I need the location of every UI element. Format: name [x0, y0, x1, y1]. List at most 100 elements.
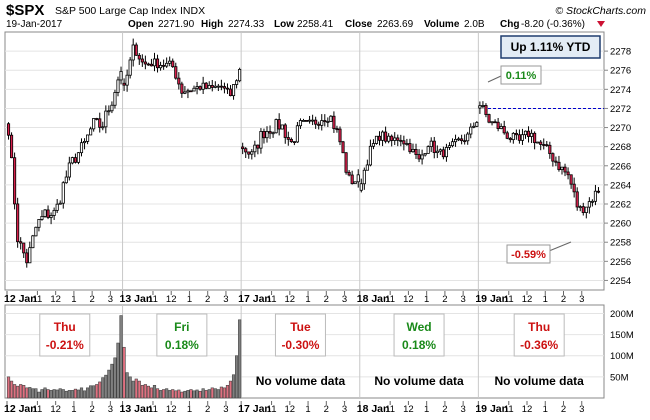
volume-bar	[13, 384, 17, 399]
candle-body	[557, 161, 561, 171]
candle-body	[256, 144, 260, 149]
low-value: 2258.41	[297, 19, 334, 30]
volume-bar	[162, 389, 166, 399]
high-label: High	[201, 19, 223, 30]
day-change-percent: -0.30%	[281, 338, 319, 352]
candle-body	[411, 148, 415, 153]
day-change-box	[274, 313, 326, 357]
candle-body	[311, 119, 315, 122]
volume-bar	[86, 387, 90, 399]
candle-body	[101, 126, 105, 129]
volume-bar	[19, 384, 23, 399]
x-hour-label: 11	[385, 404, 395, 415]
volume-bar	[235, 355, 239, 399]
down-arrow-icon	[597, 21, 605, 27]
price-y-tick-label: 2260	[610, 219, 631, 230]
open-label: Open	[128, 19, 154, 30]
volume-bar	[210, 387, 214, 399]
candlestick-series	[6, 38, 601, 268]
candle-body	[365, 164, 369, 171]
candle-body	[28, 247, 32, 264]
candle-body	[466, 133, 470, 142]
close-label: Close	[345, 19, 373, 30]
price-y-tick-label: 2272	[610, 104, 631, 115]
x-hour-label: 11	[148, 294, 158, 305]
candle-body	[356, 174, 360, 183]
candle-body	[536, 141, 540, 144]
candle-body	[314, 119, 318, 125]
x-hour-label: 12	[403, 404, 414, 415]
candle-body	[578, 206, 582, 209]
candle-body	[381, 131, 385, 141]
volume-bar	[16, 385, 20, 399]
volume-bar	[34, 388, 38, 399]
volume-value: 2.0B	[464, 19, 485, 30]
candle-body	[393, 137, 397, 141]
day-change-weekday: Thu	[54, 320, 76, 334]
candle-body	[222, 86, 226, 89]
candle-body	[338, 128, 342, 143]
x-hour-label: 12	[50, 404, 61, 415]
candle-body	[326, 121, 330, 123]
day-change-box	[39, 313, 91, 357]
candle-body	[295, 125, 299, 143]
candle-body	[216, 85, 220, 88]
candle-body	[228, 88, 233, 97]
candle-body	[487, 114, 491, 123]
exchange-label: INDX	[180, 5, 205, 17]
x-day-label: 17 Jan	[238, 293, 271, 305]
candle-body	[523, 130, 528, 136]
x-hour-label: 12	[522, 294, 533, 305]
candle-body	[265, 131, 269, 139]
candle-body	[481, 105, 485, 107]
volume-bar	[82, 390, 87, 399]
candle-body	[402, 140, 406, 145]
x-day-label: 19 Jan	[475, 403, 508, 415]
x-hour-label: 2	[442, 404, 447, 415]
candle-body	[539, 141, 543, 145]
candle-body	[213, 85, 217, 88]
price-gridlines	[5, 50, 604, 281]
candle-body	[125, 74, 129, 86]
volume-bar	[192, 390, 196, 399]
x-hour-label: 11	[504, 294, 514, 305]
volume-bar	[61, 389, 65, 399]
price-y-tick-label: 2262	[610, 200, 631, 211]
candle-body	[317, 123, 321, 126]
candle-body	[304, 120, 309, 122]
candle-body	[162, 64, 166, 67]
candle-body	[405, 143, 409, 145]
candle-body	[159, 64, 163, 69]
x-hour-label: 12	[285, 404, 296, 415]
day-change-boxes: Thu -0.21% Fri 0.18% Tue -0.30% No volume data…	[39, 313, 584, 388]
candle-body	[165, 62, 169, 67]
volume-bar	[89, 385, 93, 399]
candle-body	[277, 119, 281, 130]
volume-bar	[122, 346, 126, 399]
volume-bar	[186, 390, 190, 399]
volume-bar	[55, 389, 59, 399]
volume-bar	[177, 389, 181, 399]
candle-body	[64, 176, 68, 184]
price-y-tick-label: 2274	[610, 85, 631, 96]
candle-body	[438, 149, 442, 152]
x-hour-label: 3	[342, 404, 347, 415]
candle-body	[70, 157, 74, 164]
x-hour-label: 2	[90, 404, 95, 415]
candle-body	[19, 241, 23, 244]
candle-body	[201, 82, 205, 90]
volume-bar	[125, 372, 129, 399]
candle-body	[183, 91, 187, 94]
candle-body	[377, 135, 382, 141]
candle-body	[560, 166, 564, 171]
day-change-box	[513, 313, 565, 357]
candle-body	[593, 190, 597, 202]
no-volume-note: No volume data	[256, 374, 346, 388]
candle-body	[198, 86, 202, 90]
candle-body	[341, 141, 345, 154]
candle-body	[323, 120, 327, 123]
volume-bar	[149, 387, 154, 399]
candle-body	[301, 120, 306, 122]
x-hour-label: 2	[205, 404, 210, 415]
